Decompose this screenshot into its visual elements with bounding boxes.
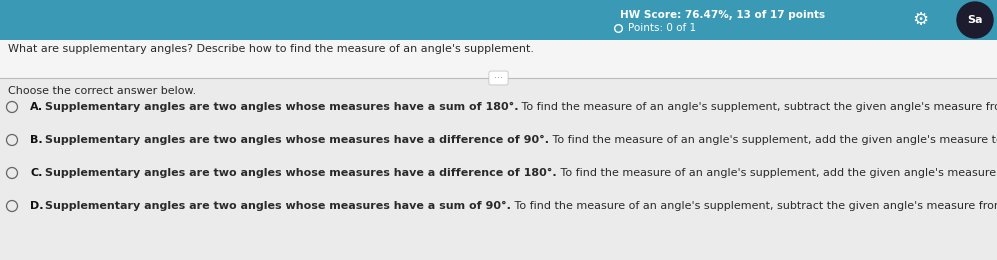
Text: ···: ···: [491, 73, 506, 83]
Text: To find the measure of an angle's supplement, subtract the given angle's measure: To find the measure of an angle's supple…: [518, 102, 997, 112]
Text: Supplementary angles are two angles whose measures have a sum of 180°.: Supplementary angles are two angles whos…: [45, 102, 518, 112]
Text: Points: 0 of 1: Points: 0 of 1: [628, 23, 696, 33]
Text: To find the measure of an angle's supplement, add the given angle's measure to 9: To find the measure of an angle's supple…: [549, 135, 997, 145]
Circle shape: [957, 2, 993, 38]
Text: Supplementary angles are two angles whose measures have a difference of 90°.: Supplementary angles are two angles whos…: [45, 135, 549, 145]
Text: B.: B.: [30, 135, 43, 145]
Text: Choose the correct answer below.: Choose the correct answer below.: [8, 86, 196, 96]
Text: ⚙: ⚙: [912, 11, 928, 29]
FancyBboxPatch shape: [0, 40, 997, 78]
Text: To find the measure of an angle's supplement, add the given angle's measure to 1: To find the measure of an angle's supple…: [556, 168, 997, 178]
Text: HW Score: 76.47%, 13 of 17 points: HW Score: 76.47%, 13 of 17 points: [620, 10, 826, 20]
Text: Sa: Sa: [967, 15, 983, 25]
Text: C.: C.: [30, 168, 43, 178]
Text: To find the measure of an angle's supplement, subtract the given angle's measure: To find the measure of an angle's supple…: [510, 201, 997, 211]
FancyBboxPatch shape: [0, 78, 997, 260]
Text: What are supplementary angles? Describe how to find the measure of an angle's su: What are supplementary angles? Describe …: [8, 44, 534, 54]
Text: Supplementary angles are two angles whose measures have a difference of 180°.: Supplementary angles are two angles whos…: [45, 168, 556, 178]
Text: A.: A.: [30, 102, 43, 112]
Text: D.: D.: [30, 201, 44, 211]
FancyBboxPatch shape: [0, 0, 997, 40]
Text: Supplementary angles are two angles whose measures have a sum of 90°.: Supplementary angles are two angles whos…: [45, 201, 510, 211]
